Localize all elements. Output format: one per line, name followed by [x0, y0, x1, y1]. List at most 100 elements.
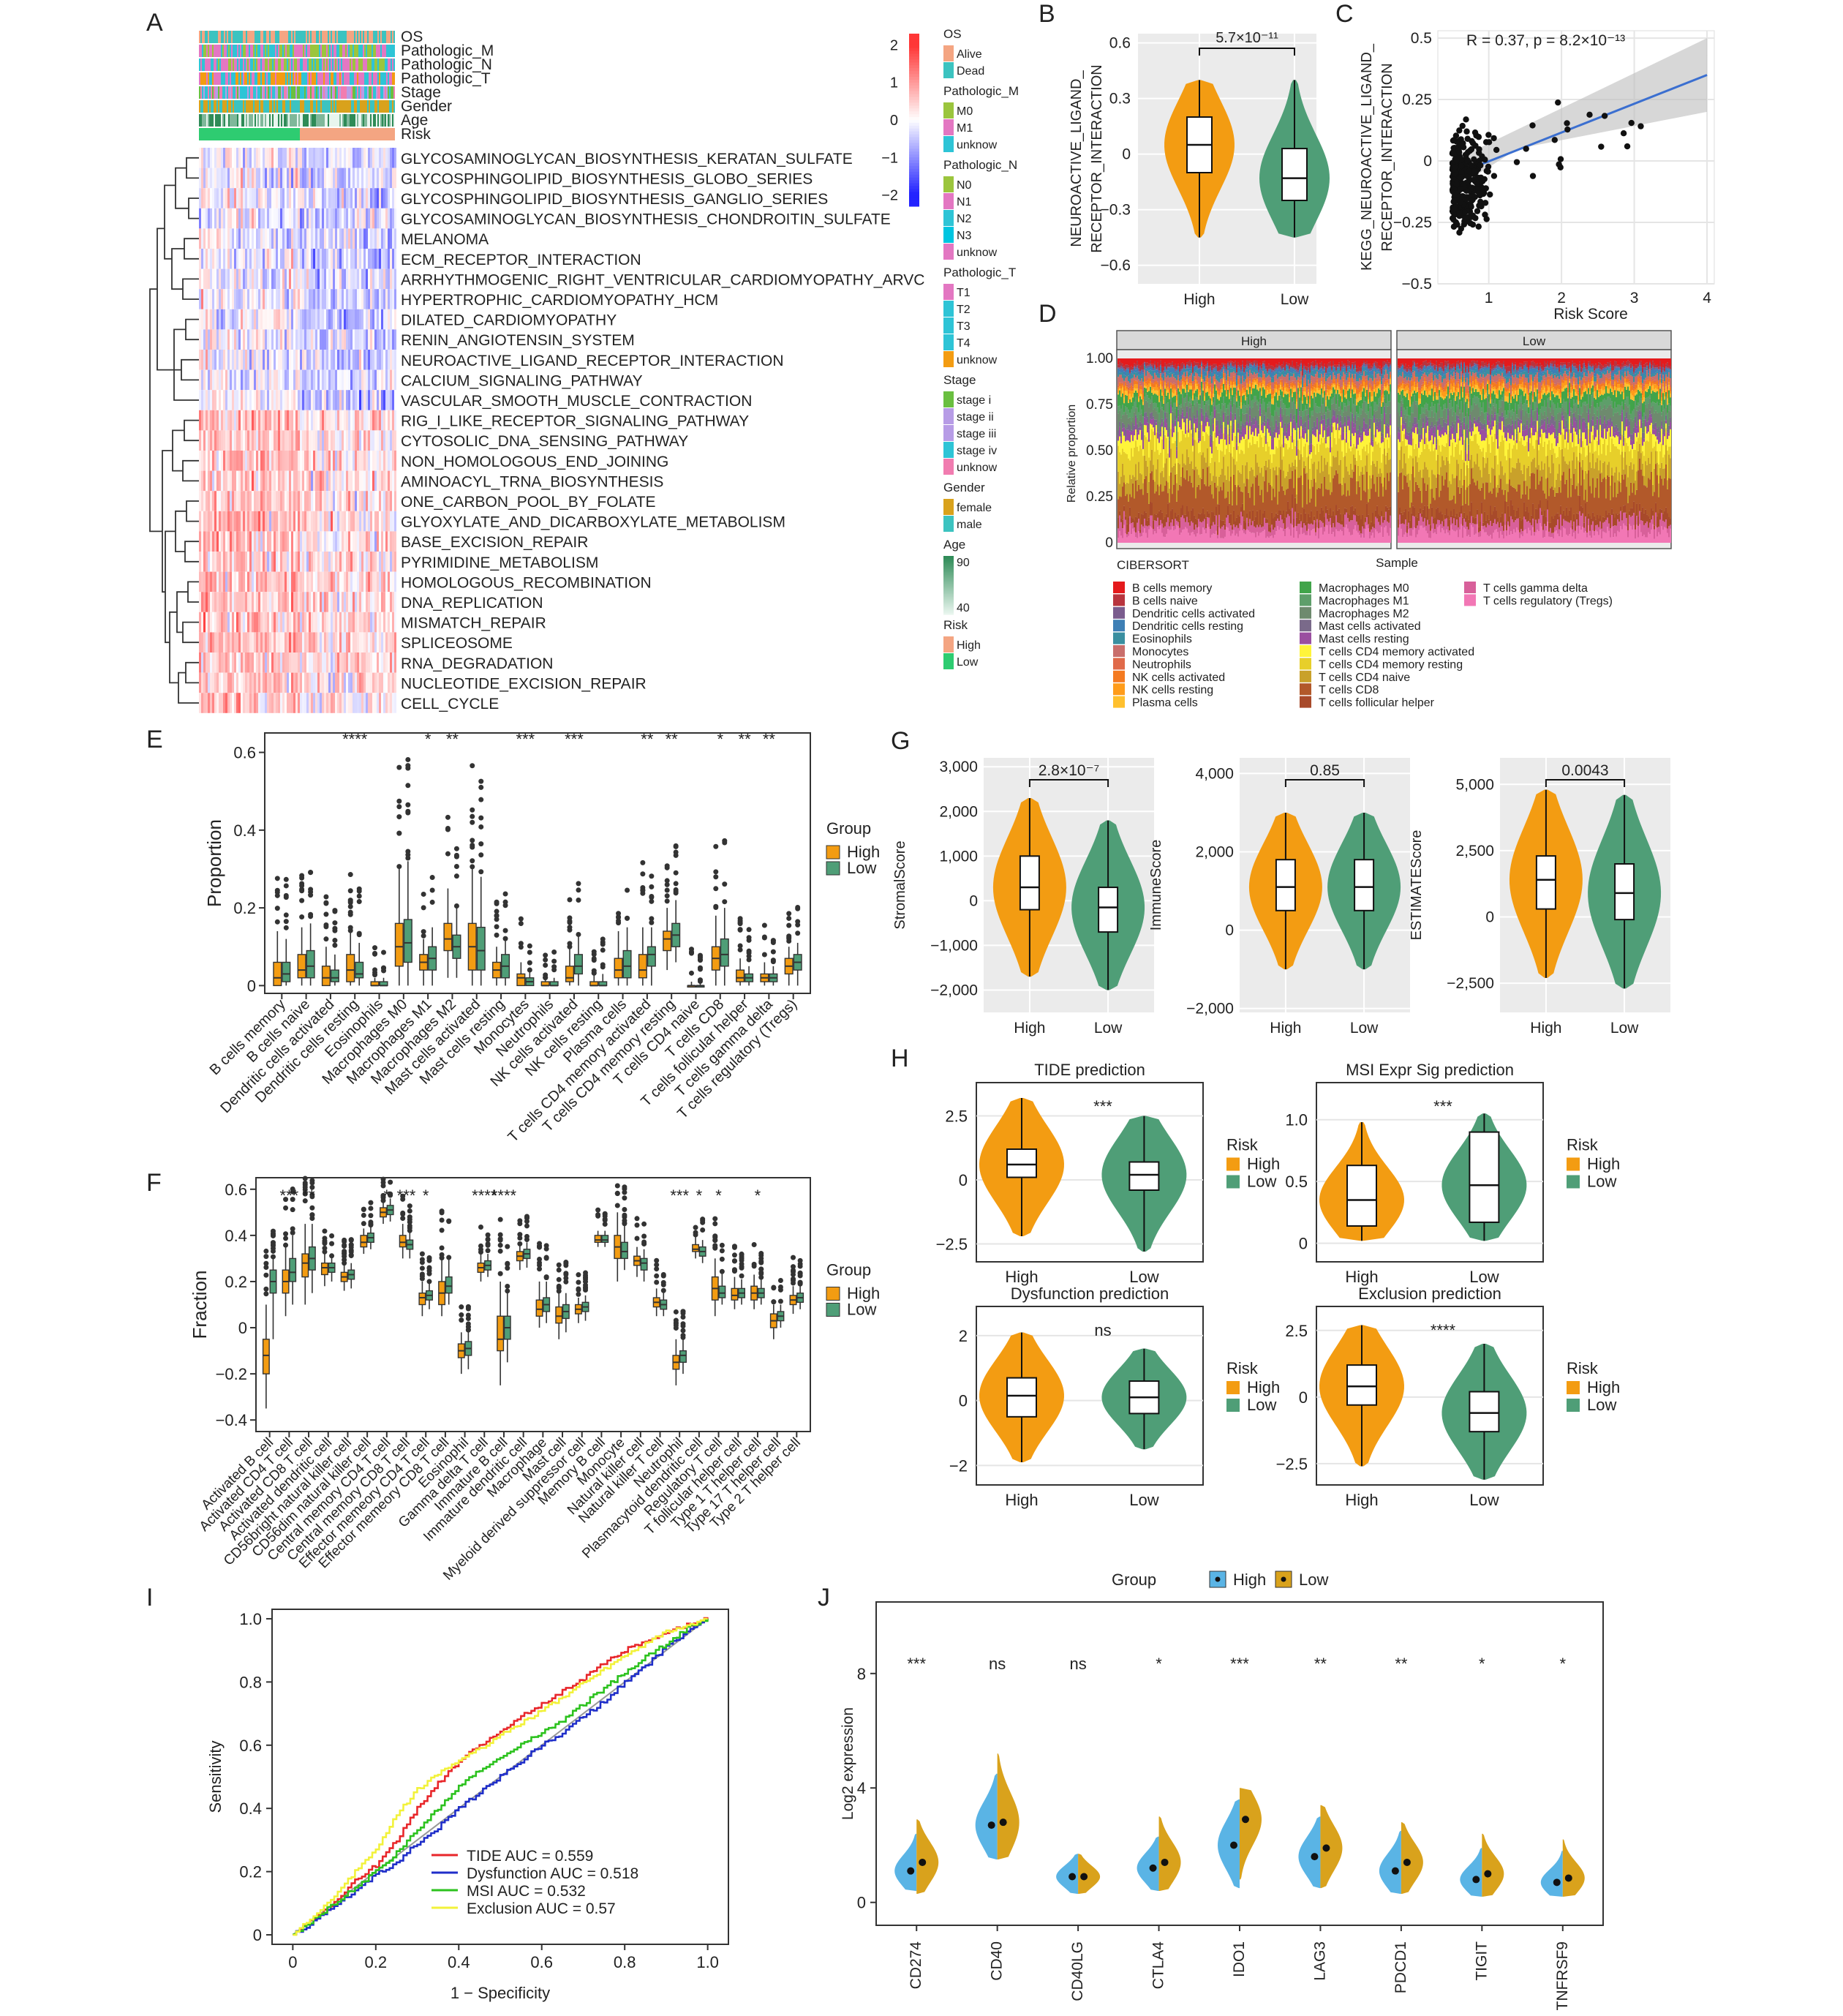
heatmap-cell	[313, 208, 315, 229]
heatmap-cell	[326, 430, 328, 451]
annotation-cell	[219, 59, 221, 71]
heatmap-cell	[287, 208, 289, 229]
annotation-cell	[348, 31, 350, 43]
heatmap-cell	[320, 531, 322, 552]
annotation-cell	[344, 45, 345, 57]
heatmap-cell	[363, 208, 366, 229]
annotation-cell	[200, 59, 202, 71]
heatmap-cell	[322, 632, 324, 652]
stacked-segment	[1160, 384, 1161, 390]
annotation-cell	[304, 31, 306, 43]
heatmap-cell	[293, 228, 295, 249]
heatmap-cell	[238, 228, 241, 249]
heatmap-cell	[232, 188, 234, 208]
annotation-cell	[266, 45, 268, 57]
stacked-segment	[1164, 397, 1166, 404]
annotation-cell	[276, 86, 278, 99]
dendrogram-branch	[165, 530, 176, 644]
heatmap-cell	[370, 430, 372, 451]
stacked-segment	[1144, 364, 1145, 366]
annotation-cell	[383, 114, 385, 127]
heatmap-cell	[392, 289, 394, 309]
annotation-cell	[360, 114, 361, 127]
heatmap-cell	[317, 571, 320, 593]
annotation-cell	[393, 31, 395, 43]
heatmap-cell	[221, 188, 223, 208]
annotation-cell	[285, 114, 287, 127]
heatmap-cell	[317, 350, 320, 370]
heatmap-cell	[230, 289, 232, 309]
heatmap-cell	[282, 571, 284, 593]
heatmap-cell	[381, 632, 383, 652]
annotation-cell	[281, 114, 282, 127]
annotation-cell	[282, 114, 284, 127]
heatmap-cell	[335, 268, 337, 290]
heatmap-cell	[267, 410, 269, 431]
heatmap-cell	[381, 511, 383, 532]
legend-label: T2	[957, 304, 971, 316]
heatmap-cell	[315, 612, 317, 633]
heatmap-cell	[247, 228, 249, 249]
heatmap-cell	[276, 208, 278, 229]
heatmap-cell	[394, 369, 396, 391]
heatmap-cell	[249, 652, 252, 673]
heatmap-cell	[271, 390, 274, 410]
heatmap-cell	[377, 410, 379, 431]
heatmap-cell	[247, 592, 249, 612]
annotation-cell	[219, 31, 221, 43]
heatmap-cell	[302, 309, 304, 330]
heatmap-cell	[258, 511, 260, 532]
annotation-cell	[282, 72, 284, 85]
heatmap-cell	[201, 289, 203, 309]
stacked-segment	[1145, 512, 1147, 526]
heatmap-cell	[247, 410, 249, 431]
annotation-cell	[235, 59, 237, 71]
age-gradient	[943, 563, 954, 565]
heatmap-cell	[344, 410, 346, 431]
heatmap-cell	[241, 451, 243, 471]
heatmap-cell	[385, 410, 388, 431]
heatmap-cell	[256, 188, 258, 208]
dendrogram-branch	[173, 328, 186, 371]
heatmap-cell	[212, 511, 214, 532]
stacked-segment	[1160, 473, 1161, 485]
stacked-segment	[1160, 371, 1161, 374]
heatmap-cell	[203, 693, 206, 713]
stacked-segment	[1142, 526, 1144, 533]
stacked-segment	[1142, 375, 1144, 382]
heatmap-cell	[328, 369, 331, 391]
scatter-point	[1463, 128, 1470, 135]
heatmap-cell	[203, 632, 206, 652]
stacked-segment	[1147, 367, 1148, 370]
stacked-segment	[1122, 377, 1123, 383]
heatmap-cell	[322, 531, 324, 552]
annotation-cell	[219, 114, 221, 127]
heatmap-cell	[258, 268, 260, 290]
heatmap-cell	[282, 188, 284, 208]
annotation-cell	[325, 59, 326, 71]
heatmap-cell	[357, 571, 359, 593]
heatmap-cell	[265, 350, 267, 370]
heatmap-cell	[287, 470, 289, 492]
heatmap-cell	[302, 268, 304, 290]
heatmap-cell	[208, 410, 210, 431]
heatmap-cell	[326, 369, 328, 391]
annotation-cell	[331, 31, 332, 43]
heatmap-cell	[304, 672, 306, 693]
annotation-cell	[241, 31, 243, 43]
heatmap-cell	[227, 652, 230, 673]
heatmap-cell	[372, 632, 374, 652]
heatmap-cell	[315, 329, 317, 350]
annotation-cell	[354, 72, 355, 85]
heatmap-cell	[377, 289, 379, 309]
annotation-cell	[382, 72, 383, 85]
stacked-segment	[1157, 527, 1158, 543]
annotation-cell	[263, 59, 265, 71]
colorbar-cell	[909, 143, 919, 146]
stacked-segment	[1144, 527, 1145, 543]
stacked-segment	[1153, 529, 1154, 535]
annotation-cell	[307, 128, 309, 140]
heatmap-cell	[306, 612, 309, 633]
annotation-cell	[301, 100, 303, 113]
annotation-cell	[301, 45, 303, 57]
